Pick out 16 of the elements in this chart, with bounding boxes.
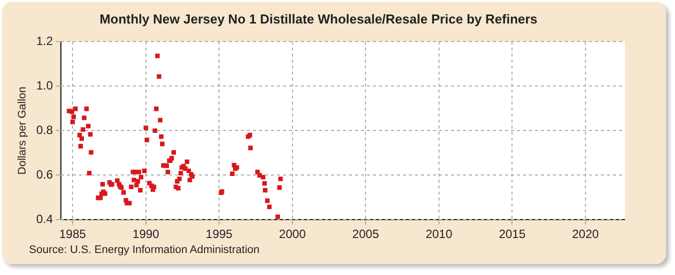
x-tick-label: 2015 xyxy=(498,227,526,242)
source-note: Source: U.S. Energy Information Administration xyxy=(29,244,260,256)
x-tick-label: 2020 xyxy=(572,227,600,242)
x-tick-label: 2000 xyxy=(279,227,306,242)
x-tick-label: 2005 xyxy=(352,227,380,242)
chart-title: Monthly New Jersey No 1 Distillate Wholesale/Resale Price by Refiners xyxy=(100,11,538,26)
y-tick-label: 0.4 xyxy=(36,212,54,226)
y-axis-title: Dollars per Gallon xyxy=(16,86,29,175)
x-tick-label: 2010 xyxy=(426,227,453,242)
x-tick-label: 1990 xyxy=(132,227,160,242)
x-tick-label: 1985 xyxy=(59,227,86,242)
x-tick-label: 1995 xyxy=(206,227,233,242)
y-tick-label: 1.0 xyxy=(36,78,54,92)
y-tick-label: 0.6 xyxy=(36,167,54,182)
y-tick-label: 0.8 xyxy=(36,122,54,137)
y-tick-label: 1.2 xyxy=(36,34,54,48)
